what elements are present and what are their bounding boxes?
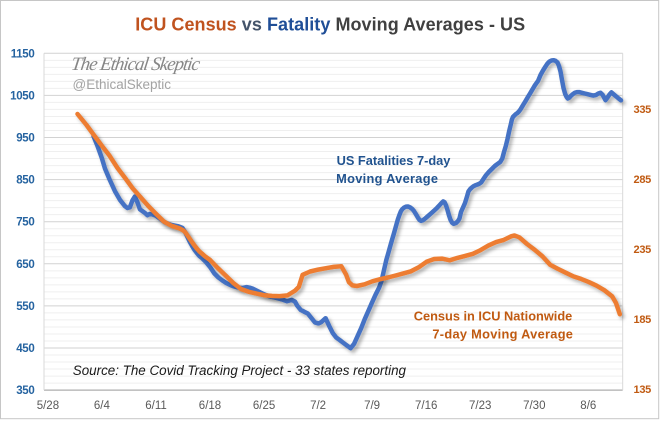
- svg-text:ICU Census vs Fatality Moving: ICU Census vs Fatality Moving Averages -…: [135, 15, 525, 35]
- svg-text:1050: 1050: [10, 90, 34, 102]
- svg-text:@EthicalSkeptic: @EthicalSkeptic: [73, 77, 172, 92]
- svg-text:6/4: 6/4: [94, 400, 111, 412]
- svg-text:Census in ICU Nationwide: Census in ICU Nationwide: [414, 308, 573, 323]
- svg-text:Source: The Covid Tracking Pr: Source: The Covid Tracking Project - 33 …: [73, 363, 407, 378]
- svg-text:7/23: 7/23: [469, 400, 491, 412]
- svg-text:950: 950: [16, 133, 34, 145]
- svg-text:450: 450: [16, 343, 34, 355]
- svg-text:650: 650: [16, 259, 34, 271]
- svg-text:6/11: 6/11: [145, 400, 167, 412]
- svg-text:7-day Moving Average: 7-day Moving Average: [432, 326, 573, 341]
- svg-text:235: 235: [634, 244, 652, 256]
- svg-text:US Fatalities 7-day: US Fatalities 7-day: [337, 153, 452, 168]
- svg-text:335: 335: [634, 104, 652, 116]
- svg-text:5/28: 5/28: [37, 400, 59, 412]
- svg-text:6/18: 6/18: [199, 400, 221, 412]
- svg-text:285: 285: [634, 174, 652, 186]
- svg-text:7/16: 7/16: [415, 400, 437, 412]
- svg-text:Moving Average: Moving Average: [336, 171, 438, 186]
- svg-text:135: 135: [634, 384, 652, 396]
- svg-text:7/9: 7/9: [364, 400, 380, 412]
- svg-text:8/6: 8/6: [580, 400, 596, 412]
- svg-text:750: 750: [16, 217, 34, 229]
- svg-text:The Ethical Skeptic: The Ethical Skeptic: [70, 54, 202, 75]
- svg-text:6/25: 6/25: [253, 400, 275, 412]
- svg-text:1150: 1150: [11, 48, 35, 60]
- svg-text:7/30: 7/30: [523, 400, 545, 412]
- svg-text:7/2: 7/2: [310, 400, 326, 412]
- svg-text:185: 185: [634, 314, 652, 326]
- svg-text:850: 850: [16, 175, 34, 187]
- svg-text:350: 350: [16, 385, 34, 397]
- svg-text:550: 550: [16, 301, 34, 313]
